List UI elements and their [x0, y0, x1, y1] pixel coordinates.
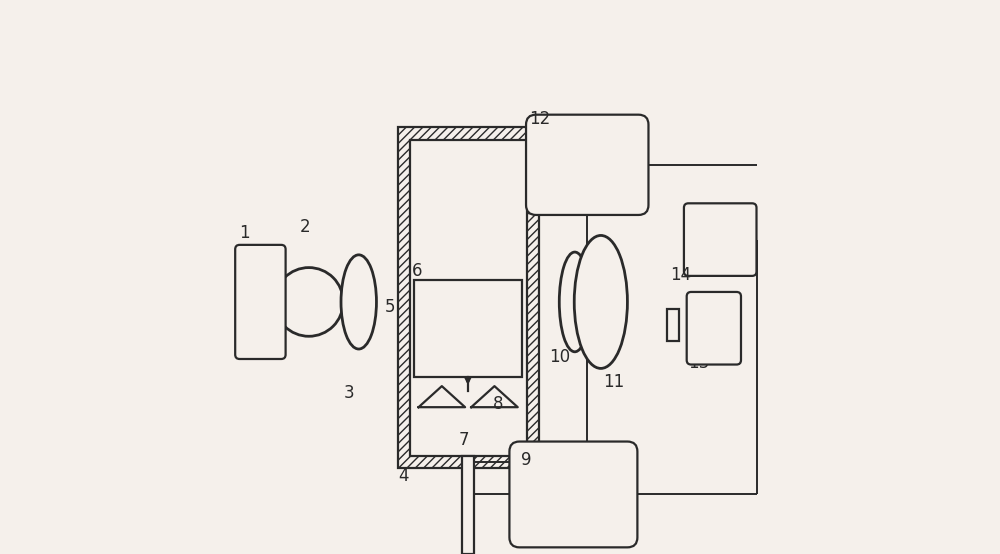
Ellipse shape: [275, 268, 343, 336]
FancyBboxPatch shape: [235, 245, 286, 359]
FancyBboxPatch shape: [684, 203, 757, 276]
Bar: [410, 140, 527, 456]
FancyBboxPatch shape: [509, 442, 637, 547]
Text: 13: 13: [688, 354, 709, 372]
Bar: [281, 283, 293, 321]
Text: 14: 14: [670, 266, 691, 284]
Text: 8: 8: [493, 396, 504, 413]
Text: 1: 1: [239, 224, 249, 242]
Text: 6: 6: [412, 263, 422, 280]
Text: 7: 7: [459, 432, 469, 449]
Text: 3: 3: [344, 384, 355, 402]
Ellipse shape: [559, 252, 590, 352]
Bar: [667, 309, 679, 341]
Text: 9: 9: [521, 451, 532, 469]
FancyBboxPatch shape: [526, 115, 648, 215]
Ellipse shape: [574, 235, 627, 368]
Bar: [414, 280, 522, 377]
Text: 5: 5: [385, 299, 396, 316]
Text: 10: 10: [549, 348, 570, 366]
Bar: [398, 127, 539, 468]
Ellipse shape: [341, 255, 376, 349]
Bar: [462, 456, 474, 554]
Text: 11: 11: [603, 373, 624, 391]
Text: 4: 4: [398, 468, 408, 485]
FancyBboxPatch shape: [687, 292, 741, 365]
Text: 12: 12: [529, 110, 551, 128]
Text: 2: 2: [300, 218, 310, 236]
